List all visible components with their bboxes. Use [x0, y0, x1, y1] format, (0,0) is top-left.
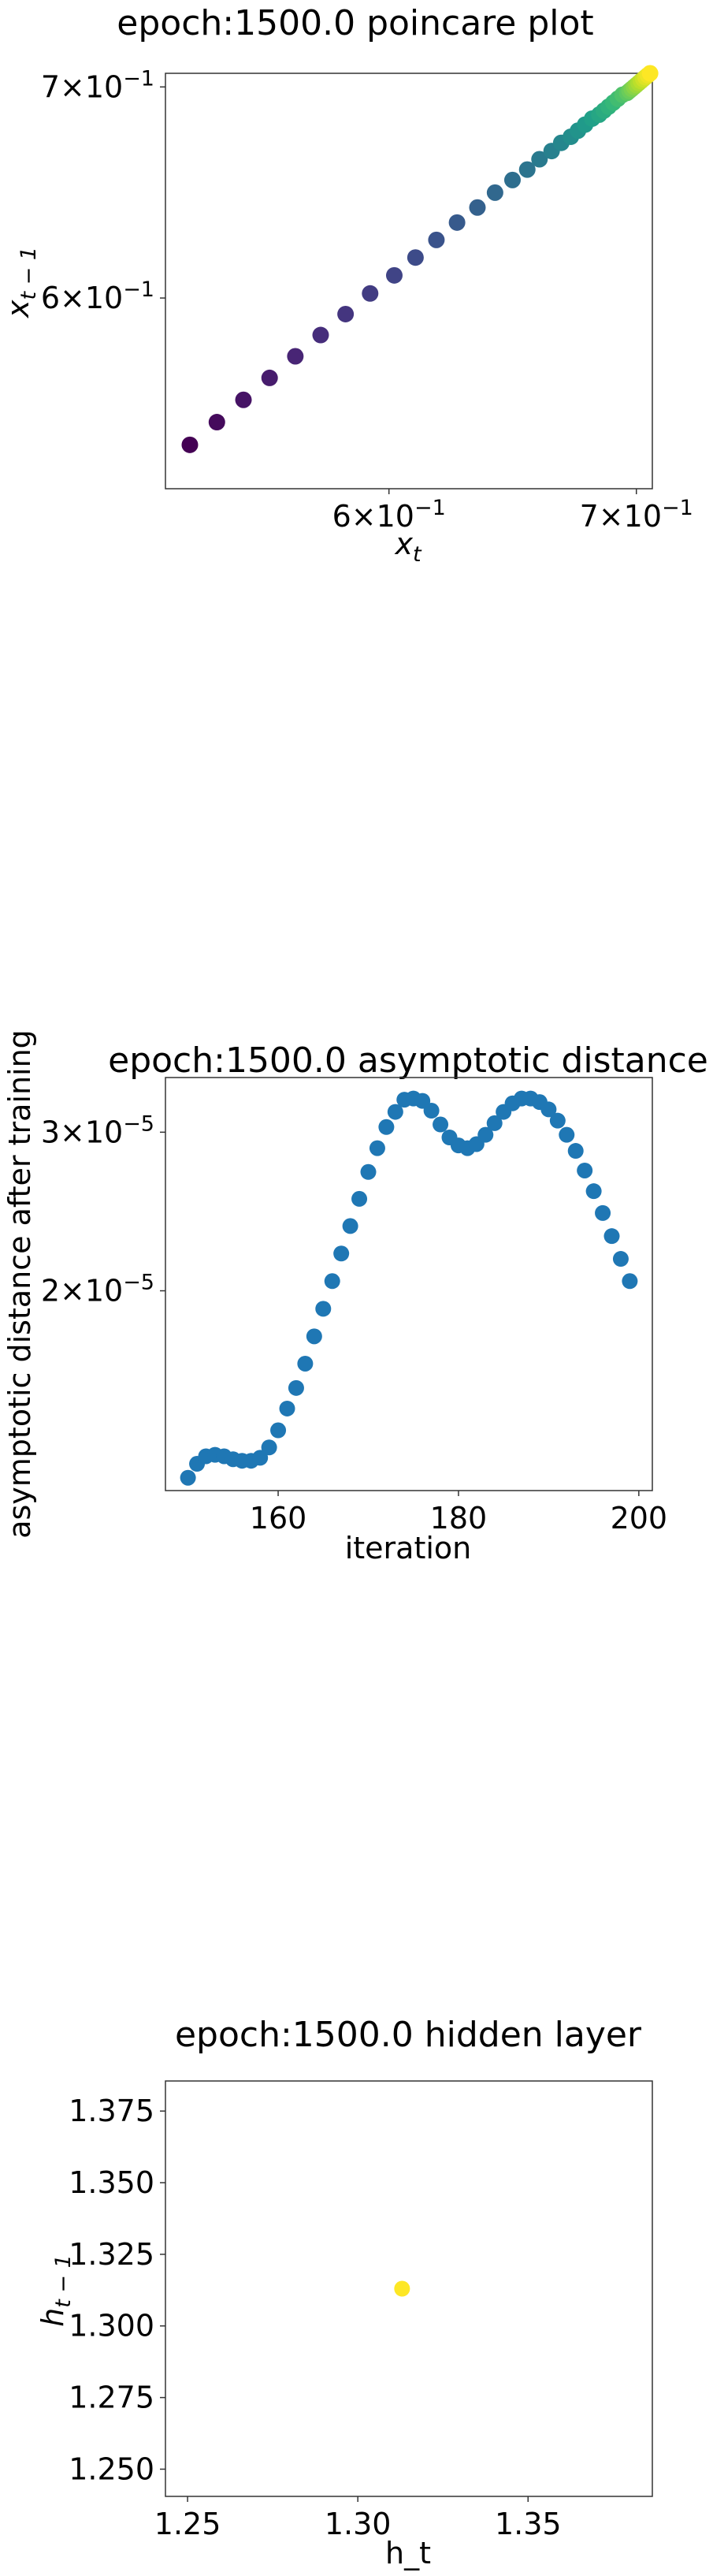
x-tick-label: 7×10−1	[580, 496, 693, 534]
asymptotic-distance-ylabel: asymptotic distance after training	[2, 1029, 37, 1539]
hidden-layer-xlabel: h_t	[385, 2536, 431, 2570]
poincare-plot-xlabel: xt	[394, 527, 422, 567]
poincare-plot-ylabel: xt − 1	[1, 247, 41, 318]
y-tick-label: 1.275	[69, 2381, 154, 2415]
data-point	[360, 1163, 377, 1180]
poincare-plot-panel: epoch:1500.0 poincare plot 6×10−1 7×10−1 6…	[1, 3, 693, 567]
data-point	[585, 1183, 602, 1200]
data-point	[595, 1204, 611, 1221]
x-tick-label: 1.35	[495, 2507, 562, 2541]
y-tick-label: 1.350	[69, 2165, 154, 2200]
data-point	[180, 1469, 196, 1486]
asymptotic-distance-xlabel: iteration	[345, 1531, 472, 1565]
data-point	[252, 1450, 269, 1466]
data-point	[208, 414, 225, 431]
x-tick-label: 200	[611, 1501, 668, 1536]
hidden-layer-title: epoch:1500.0 hidden layer	[175, 2015, 642, 2055]
data-point	[549, 1112, 566, 1129]
hidden-layer-panel: epoch:1500.0 hidden layer 1.25 1.30 1.351.…	[35, 2015, 653, 2570]
data-point	[351, 1190, 368, 1207]
data-point	[235, 391, 252, 408]
y-tick-label: 1.375	[69, 2094, 154, 2128]
data-point	[486, 184, 503, 201]
y-tick-label: 1.325	[69, 2237, 154, 2272]
data-point	[407, 249, 424, 266]
data-point	[270, 1422, 287, 1439]
asymptotic-distance-frame	[165, 1077, 653, 1491]
y-tick-label: 1.250	[69, 2451, 154, 2486]
data-point	[369, 1140, 385, 1156]
data-point	[518, 161, 536, 178]
hidden-layer-ylabel: ht − 1	[35, 2254, 76, 2327]
data-point	[469, 199, 486, 216]
data-point	[567, 1143, 584, 1160]
data-point	[394, 2280, 410, 2297]
hidden-layer-ticks: 1.25 1.30 1.35 1.250 1.275 1.300 1.325 1.350 1.3…	[69, 2094, 561, 2541]
y-tick-label: 1.300	[69, 2309, 154, 2343]
data-point	[577, 1162, 593, 1178]
y-tick-label: 7×10−1	[41, 66, 154, 104]
data-point	[448, 214, 466, 231]
poincare-plot-points	[181, 65, 659, 453]
data-point	[333, 1245, 350, 1262]
data-point	[306, 1328, 322, 1345]
data-point	[433, 1116, 449, 1133]
x-tick-label: 180	[430, 1501, 488, 1536]
data-point	[540, 1101, 557, 1118]
data-point	[559, 1126, 575, 1143]
data-point	[261, 1439, 277, 1456]
data-point	[342, 1218, 358, 1234]
data-point	[503, 171, 521, 188]
data-point	[641, 65, 659, 82]
poincare-plot-frame	[165, 73, 653, 490]
hidden-layer-frame	[165, 2080, 653, 2497]
data-point	[324, 1273, 340, 1290]
data-point	[622, 1273, 638, 1290]
asymptotic-distance-panel: epoch:1500.0 asymptotic distance 160 180 2…	[2, 1029, 708, 1565]
data-point	[486, 1115, 503, 1131]
y-tick-label: 2×10−5	[41, 1271, 154, 1308]
asymptotic-distance-title: epoch:1500.0 asymptotic distance	[108, 1040, 708, 1081]
x-tick-label: 1.25	[154, 2507, 221, 2541]
x-tick-label: 160	[250, 1501, 307, 1536]
data-point	[477, 1126, 494, 1143]
poincare-plot-title: epoch:1500.0 poincare plot	[117, 3, 593, 43]
asymptotic-distance-points	[180, 1090, 638, 1486]
data-point	[603, 1228, 620, 1245]
data-point	[612, 1251, 629, 1268]
data-point	[531, 151, 548, 168]
data-point	[181, 436, 199, 453]
data-point	[337, 305, 355, 322]
data-point	[428, 231, 445, 248]
data-point	[297, 1355, 314, 1372]
data-point	[362, 285, 379, 302]
data-point	[315, 1301, 332, 1317]
data-point	[423, 1102, 440, 1119]
data-point	[387, 1104, 403, 1120]
x-tick-label: 1.30	[325, 2507, 392, 2541]
data-point	[279, 1400, 295, 1416]
x-tick-label: 6×10−1	[332, 496, 446, 534]
data-point	[288, 1379, 304, 1396]
data-point	[261, 369, 278, 386]
data-point	[287, 348, 304, 365]
y-tick-label: 3×10−5	[41, 1111, 154, 1149]
data-point	[385, 266, 403, 284]
asymptotic-distance-ticks: 160 180 200 3×10−5 2×10−5	[41, 1111, 667, 1536]
hidden-layer-points	[394, 2280, 410, 2297]
data-point	[378, 1119, 395, 1135]
y-tick-label: 6×10−1	[41, 277, 154, 315]
data-point	[312, 326, 329, 344]
